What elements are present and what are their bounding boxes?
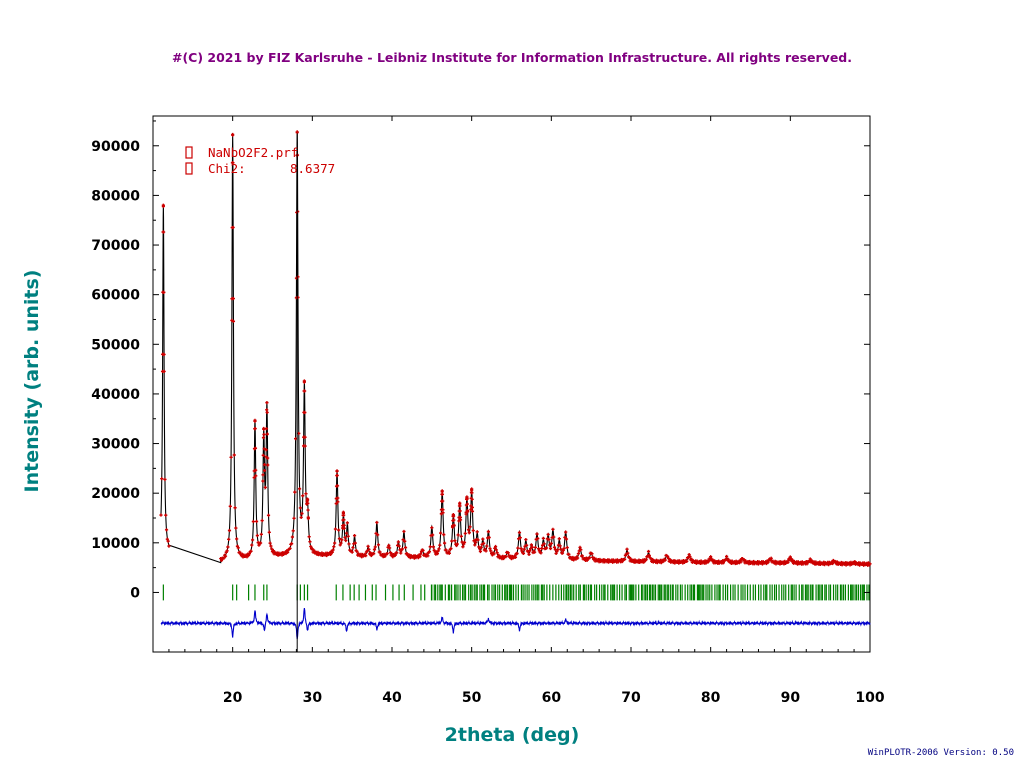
legend-chi2-label: Chi2:	[208, 161, 246, 176]
y-tick-label: 0	[130, 585, 140, 601]
observed-points	[159, 130, 872, 567]
version-label: WinPLOTR-2006 Version: 0.50	[868, 748, 1014, 758]
legend: NaNbO2F2.prf Chi2: 8.6377	[185, 145, 335, 176]
y-tick-label: 80000	[91, 188, 140, 204]
difference-curve	[160, 607, 871, 639]
y-tick-label: 60000	[91, 288, 140, 304]
x-tick-label: 40	[382, 690, 402, 706]
legend-file-name: NaNbO2F2.prf	[208, 145, 298, 160]
legend-chi2-value: 8.6377	[290, 161, 335, 176]
y-tick-label: 90000	[91, 139, 140, 155]
copyright-notice: #(C) 2021 by FIZ Karlsruhe - Leibniz Ins…	[172, 50, 852, 65]
legend-chi2-symbol	[185, 162, 193, 175]
bragg-reflection-markers	[162, 584, 870, 601]
x-axis-ticks: 20 30 40 50 60 70 80 90 100	[168, 116, 885, 706]
y-axis-ticks: 0 10000 20000 30000 40000 50000 60000 70000 8000…	[91, 120, 870, 601]
x-tick-label: 80	[701, 690, 721, 706]
x-axis-label: 2theta (deg)	[445, 724, 580, 746]
x-tick-label: 50	[462, 690, 482, 706]
x-tick-label: 100	[855, 690, 884, 706]
x-tick-label: 30	[303, 690, 323, 706]
difference-line	[160, 607, 871, 639]
y-tick-label: 40000	[91, 387, 140, 403]
y-tick-label: 70000	[91, 238, 140, 254]
legend-observed-symbol	[185, 146, 193, 159]
observed-pattern	[159, 130, 872, 567]
y-tick-label: 10000	[91, 536, 140, 552]
x-tick-label: 20	[223, 690, 243, 706]
x-tick-label: 70	[621, 690, 641, 706]
y-axis-label: Intensity (arb. units)	[21, 270, 43, 493]
y-tick-label: 20000	[91, 486, 140, 502]
calculated-line	[160, 131, 871, 565]
calculated-pattern	[160, 131, 871, 565]
x-tick-label: 60	[542, 690, 562, 706]
plot-frame	[152, 115, 871, 653]
y-tick-label: 30000	[91, 437, 140, 453]
x-tick-label: 90	[781, 690, 801, 706]
y-tick-label: 50000	[91, 337, 140, 353]
